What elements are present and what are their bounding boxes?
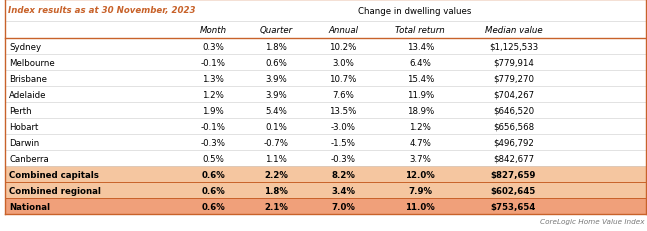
- Text: $656,568: $656,568: [493, 122, 534, 131]
- Text: 8.2%: 8.2%: [331, 170, 355, 179]
- Text: -0.1%: -0.1%: [201, 122, 226, 131]
- Text: Hobart: Hobart: [9, 122, 38, 131]
- Text: National: National: [9, 202, 50, 211]
- Text: -1.5%: -1.5%: [331, 138, 356, 147]
- Text: 6.4%: 6.4%: [410, 58, 431, 67]
- Text: Canberra: Canberra: [9, 154, 49, 163]
- Text: 0.6%: 0.6%: [265, 58, 287, 67]
- Text: $779,270: $779,270: [493, 74, 534, 83]
- Text: CoreLogic Home Value Index: CoreLogic Home Value Index: [540, 218, 644, 224]
- Text: Median value: Median value: [485, 26, 542, 35]
- Text: 0.6%: 0.6%: [201, 186, 225, 195]
- Bar: [5, 182, 646, 198]
- Text: $704,267: $704,267: [493, 90, 534, 99]
- Text: Adelaide: Adelaide: [9, 90, 47, 99]
- Text: 7.9%: 7.9%: [408, 186, 432, 195]
- Text: 4.7%: 4.7%: [410, 138, 431, 147]
- Text: -3.0%: -3.0%: [331, 122, 356, 131]
- Text: -0.3%: -0.3%: [201, 138, 226, 147]
- Text: Index results as at 30 November, 2023: Index results as at 30 November, 2023: [8, 6, 195, 15]
- Text: 3.7%: 3.7%: [410, 154, 431, 163]
- Text: Annual: Annual: [328, 26, 358, 35]
- Text: 1.1%: 1.1%: [265, 154, 287, 163]
- Text: 1.2%: 1.2%: [202, 90, 224, 99]
- Text: 3.9%: 3.9%: [265, 90, 287, 99]
- Text: $842,677: $842,677: [493, 154, 534, 163]
- Text: 7.6%: 7.6%: [332, 90, 354, 99]
- Text: 15.4%: 15.4%: [406, 74, 434, 83]
- Text: $496,792: $496,792: [493, 138, 534, 147]
- Bar: [5, 55, 646, 71]
- Text: $602,645: $602,645: [491, 186, 536, 195]
- Text: Change in dwelling values: Change in dwelling values: [358, 6, 471, 15]
- Text: $646,520: $646,520: [493, 106, 534, 115]
- Text: -0.7%: -0.7%: [264, 138, 289, 147]
- Text: 7.0%: 7.0%: [331, 202, 355, 211]
- Text: Combined regional: Combined regional: [9, 186, 101, 195]
- Text: 13.4%: 13.4%: [406, 42, 434, 51]
- Bar: [5, 198, 646, 214]
- Bar: [5, 39, 646, 55]
- Text: 18.9%: 18.9%: [406, 106, 434, 115]
- Text: Combined capitals: Combined capitals: [9, 170, 99, 179]
- Text: 1.8%: 1.8%: [265, 42, 287, 51]
- Bar: [5, 119, 646, 134]
- Text: Perth: Perth: [9, 106, 32, 115]
- Text: 11.0%: 11.0%: [406, 202, 435, 211]
- Text: 1.8%: 1.8%: [265, 186, 289, 195]
- Text: Brisbane: Brisbane: [9, 74, 47, 83]
- Text: Sydney: Sydney: [9, 42, 41, 51]
- Text: 0.6%: 0.6%: [201, 202, 225, 211]
- Text: 2.1%: 2.1%: [265, 202, 289, 211]
- Text: $779,914: $779,914: [493, 58, 534, 67]
- Text: 0.1%: 0.1%: [265, 122, 287, 131]
- Text: -0.3%: -0.3%: [331, 154, 356, 163]
- Bar: [5, 134, 646, 150]
- Bar: [5, 166, 646, 182]
- Text: 12.0%: 12.0%: [406, 170, 435, 179]
- Text: 3.4%: 3.4%: [331, 186, 355, 195]
- Text: $1,125,533: $1,125,533: [489, 42, 538, 51]
- Text: Quarter: Quarter: [260, 26, 293, 35]
- Text: 2.2%: 2.2%: [265, 170, 289, 179]
- Text: 10.2%: 10.2%: [329, 42, 356, 51]
- Text: Month: Month: [199, 26, 226, 35]
- Text: Melbourne: Melbourne: [9, 58, 55, 67]
- Text: 10.7%: 10.7%: [329, 74, 356, 83]
- Bar: [5, 150, 646, 166]
- Text: 5.4%: 5.4%: [265, 106, 287, 115]
- Text: 1.2%: 1.2%: [410, 122, 431, 131]
- Text: 0.3%: 0.3%: [202, 42, 224, 51]
- Text: 1.9%: 1.9%: [202, 106, 224, 115]
- Text: 0.6%: 0.6%: [201, 170, 225, 179]
- Text: 0.5%: 0.5%: [202, 154, 224, 163]
- Text: 1.3%: 1.3%: [202, 74, 224, 83]
- Text: 13.5%: 13.5%: [329, 106, 356, 115]
- Bar: [5, 103, 646, 119]
- Text: Total return: Total return: [395, 26, 445, 35]
- Text: -0.1%: -0.1%: [201, 58, 226, 67]
- Text: Darwin: Darwin: [9, 138, 39, 147]
- Bar: [5, 87, 646, 103]
- Bar: [5, 71, 646, 87]
- Text: 3.9%: 3.9%: [265, 74, 287, 83]
- Text: 3.0%: 3.0%: [332, 58, 354, 67]
- Text: 11.9%: 11.9%: [406, 90, 434, 99]
- Text: $827,659: $827,659: [490, 170, 536, 179]
- Text: $753,654: $753,654: [490, 202, 536, 211]
